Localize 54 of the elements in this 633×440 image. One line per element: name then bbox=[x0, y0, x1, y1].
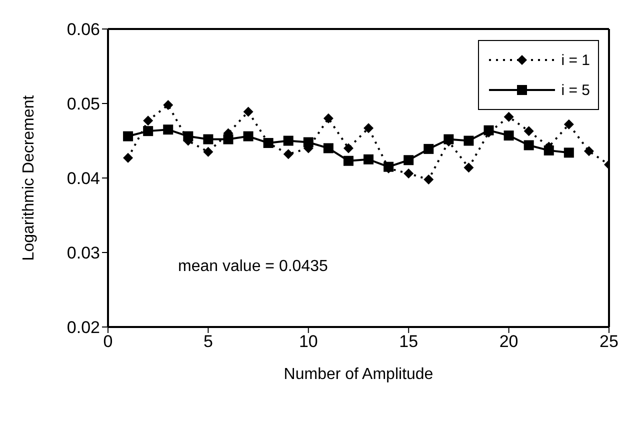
point bbox=[544, 145, 554, 156]
y-tick-label: 0.02 bbox=[66, 318, 100, 338]
x-tick-label: 5 bbox=[203, 332, 213, 352]
point bbox=[323, 143, 334, 154]
point bbox=[243, 131, 254, 142]
point bbox=[263, 138, 274, 148]
point bbox=[564, 148, 574, 158]
point bbox=[303, 137, 314, 148]
x-axis-title: Number of Amplitude bbox=[284, 366, 434, 383]
point bbox=[564, 119, 574, 130]
point bbox=[524, 126, 534, 136]
point bbox=[323, 113, 334, 124]
point bbox=[464, 136, 474, 146]
point bbox=[243, 106, 254, 117]
point bbox=[123, 131, 134, 142]
point bbox=[143, 126, 154, 136]
x-tick-label: 20 bbox=[499, 332, 518, 352]
point bbox=[404, 168, 414, 179]
x-tick-label: 0 bbox=[103, 332, 113, 352]
point bbox=[223, 134, 234, 144]
point bbox=[343, 156, 354, 166]
y-tick-label: 0.06 bbox=[66, 20, 100, 40]
x-tick-label: 15 bbox=[399, 332, 418, 352]
y-tick-label: 0.05 bbox=[66, 94, 100, 114]
point bbox=[484, 125, 494, 136]
point bbox=[203, 146, 214, 157]
y-tick-label: 0.03 bbox=[66, 244, 100, 263]
point bbox=[424, 174, 434, 184]
point bbox=[504, 130, 514, 141]
point bbox=[203, 134, 214, 144]
point bbox=[504, 112, 514, 122]
point bbox=[283, 136, 294, 146]
point bbox=[524, 140, 534, 150]
point bbox=[183, 131, 194, 142]
point bbox=[143, 116, 154, 126]
x-tick-label: 25 bbox=[600, 332, 618, 352]
legend-label: i = 1 bbox=[561, 52, 590, 68]
point bbox=[123, 152, 134, 163]
y-tick-label: 0.04 bbox=[66, 169, 100, 188]
x-tick-label: 10 bbox=[298, 332, 318, 352]
point bbox=[364, 123, 374, 134]
point bbox=[444, 134, 454, 144]
point bbox=[283, 149, 294, 160]
point bbox=[584, 146, 594, 156]
point bbox=[163, 124, 174, 135]
point bbox=[364, 154, 374, 164]
legend-label: i = 5 bbox=[561, 82, 590, 98]
point bbox=[343, 143, 354, 154]
point bbox=[404, 155, 414, 166]
annotation: mean value = 0.0435 bbox=[178, 258, 328, 276]
point bbox=[163, 100, 174, 110]
y-axis-title: Logarithmic Decrement bbox=[20, 94, 38, 261]
point bbox=[464, 162, 474, 173]
point bbox=[424, 144, 434, 154]
